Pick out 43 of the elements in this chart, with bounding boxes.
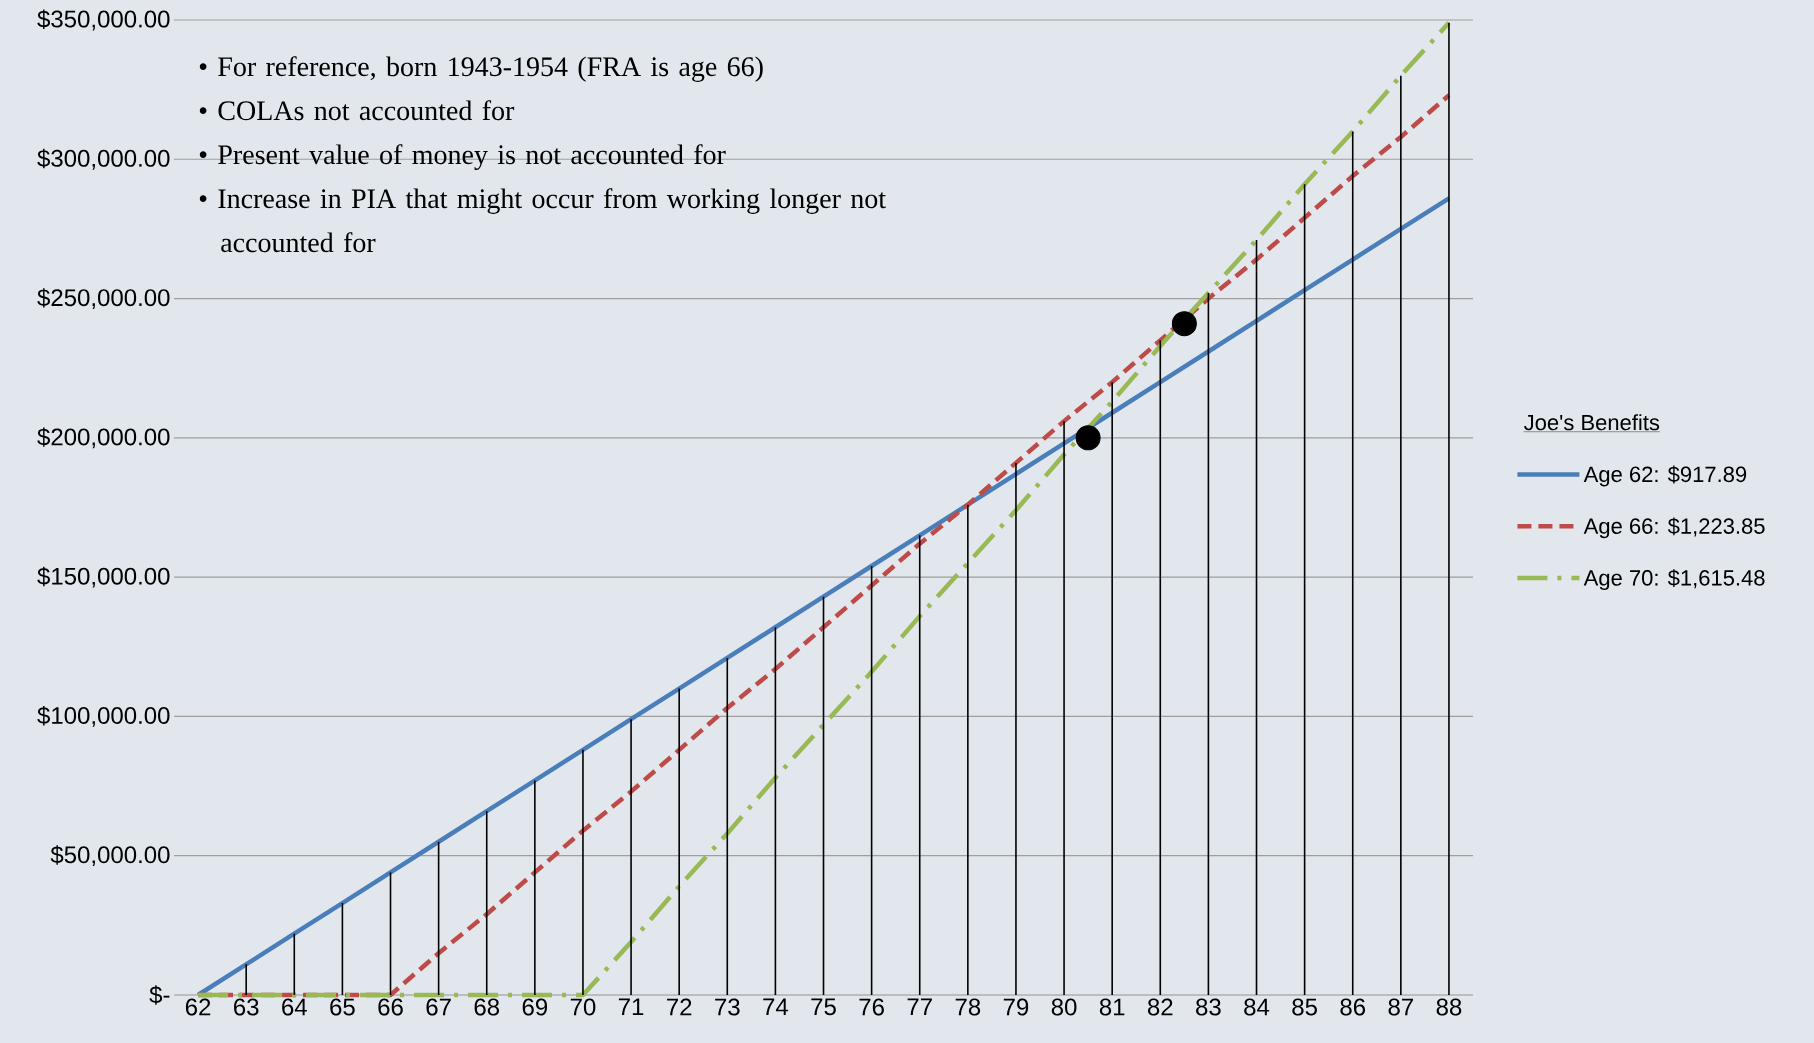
y-tick-label: $300,000.00 — [37, 148, 170, 170]
y-tick-label: $100,000.00 — [37, 705, 170, 727]
legend-label: Age 66: $1,223.85 — [1583, 517, 1765, 539]
x-tick-label: 79 — [1003, 998, 1029, 1016]
x-tick-label: 75 — [811, 998, 836, 1016]
annotation: • Present value of money is not accounted for — [199, 144, 726, 170]
annotation: • COLAs not accounted for — [199, 100, 515, 121]
y-tick-label: $350,000.00 — [37, 9, 170, 31]
x-tick-label: 84 — [1244, 998, 1270, 1016]
x-tick-label: 83 — [1196, 998, 1221, 1016]
y-tick-label: $250,000.00 — [37, 288, 170, 309]
legend-label: Age 62: $917.89 — [1583, 465, 1747, 487]
legend-label: Age 70: $1,615.48 — [1583, 569, 1765, 591]
x-tick-label: 77 — [907, 998, 932, 1016]
legend-title: Joe's Benefits — [1524, 414, 1660, 431]
x-tick-label: 74 — [763, 998, 789, 1016]
y-tick-label: $150,000.00 — [37, 566, 170, 588]
x-tick-label: 85 — [1292, 998, 1317, 1016]
x-tick-label: 82 — [1147, 998, 1173, 1016]
x-tick-label: 63 — [234, 998, 259, 1016]
x-tick-label: 67 — [426, 998, 451, 1016]
x-tick-label: 71 — [618, 998, 644, 1016]
x-tick-label: 68 — [474, 998, 500, 1016]
y-tick-label: $50,000.00 — [50, 845, 170, 867]
x-tick-label: 78 — [955, 998, 981, 1016]
y-tick-label: $- — [149, 985, 170, 1005]
x-tick-label: 76 — [859, 998, 884, 1016]
x-tick-label: 70 — [570, 998, 596, 1016]
annotation: • For reference, born 1943-1954 (FRA is age 66) — [199, 56, 763, 82]
x-tick-label: 80 — [1051, 998, 1077, 1016]
x-tick-label: 88 — [1436, 998, 1462, 1016]
y-tick-label: $200,000.00 — [37, 427, 170, 449]
x-tick-label: 65 — [330, 998, 355, 1016]
x-tick-label: 64 — [282, 998, 307, 1016]
x-tick-label: 81 — [1099, 998, 1125, 1016]
x-tick-label: 73 — [715, 998, 740, 1016]
x-tick-label: 62 — [185, 998, 211, 1016]
x-tick-label: 66 — [378, 998, 403, 1016]
x-tick-label: 72 — [667, 998, 692, 1016]
x-tick-label: 86 — [1340, 998, 1366, 1016]
x-tick-label: 87 — [1388, 998, 1413, 1016]
x-tick-label: 69 — [522, 998, 548, 1016]
annotation: • Increase in PIA that might occur from working longer not accounted for — [199, 188, 886, 253]
